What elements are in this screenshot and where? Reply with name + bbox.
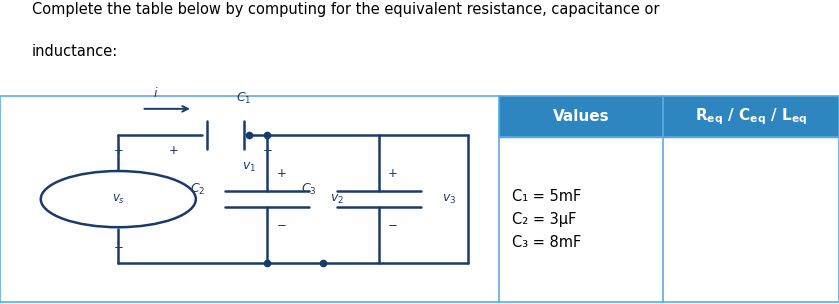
- Bar: [663, 96, 839, 137]
- Text: +: +: [388, 167, 398, 180]
- Text: $\mathbf{R_{eq}}$ / $\mathbf{C_{eq}}$ / $\mathbf{L_{eq}}$: $\mathbf{R_{eq}}$ / $\mathbf{C_{eq}}$ / …: [695, 106, 807, 126]
- Text: −: −: [263, 144, 272, 157]
- Text: $v_3$: $v_3$: [442, 192, 456, 206]
- Text: Complete the table below by computing for the equivalent resistance, capacitance: Complete the table below by computing fo…: [32, 2, 659, 16]
- Text: $C_3$: $C_3$: [301, 181, 317, 197]
- Text: +: +: [169, 144, 179, 157]
- Text: C₁ = 5mF: C₁ = 5mF: [512, 189, 581, 204]
- Text: −: −: [388, 219, 398, 232]
- Text: $i$: $i$: [153, 86, 159, 100]
- Text: C₃ = 8mF: C₃ = 8mF: [512, 235, 581, 250]
- Text: $v_1$: $v_1$: [242, 161, 256, 174]
- Text: +: +: [276, 167, 286, 180]
- Text: $C_2$: $C_2$: [190, 181, 205, 197]
- Text: −: −: [276, 219, 286, 232]
- Text: Values: Values: [553, 109, 609, 124]
- Text: C₂ = 3μF: C₂ = 3μF: [512, 212, 576, 227]
- Text: −: −: [113, 241, 123, 254]
- Text: $v_2$: $v_2$: [331, 192, 344, 206]
- Text: $C_1$: $C_1$: [237, 91, 252, 106]
- Text: inductance:: inductance:: [32, 44, 118, 59]
- Bar: [499, 96, 663, 137]
- Text: +: +: [113, 144, 123, 157]
- Text: $v_s$: $v_s$: [112, 192, 125, 206]
